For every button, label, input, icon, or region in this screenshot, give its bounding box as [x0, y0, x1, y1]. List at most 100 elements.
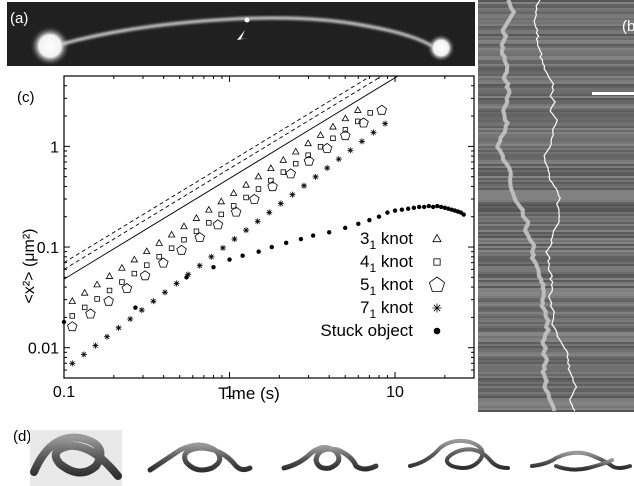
- marker-triangle: [304, 139, 312, 147]
- kymo-row: [478, 210, 634, 212]
- marker-pentagon: [303, 155, 315, 166]
- kymo-row: [478, 140, 634, 142]
- kymo-row: [478, 128, 634, 130]
- marker-square: [230, 203, 237, 209]
- marker-asterisk: [255, 218, 261, 224]
- kymo-row: [478, 258, 634, 260]
- marker-asterisk: [81, 352, 87, 357]
- marker-asterisk: [220, 245, 226, 251]
- marker-square: [156, 253, 162, 260]
- kymo-row: [478, 46, 634, 48]
- kymo-row: [478, 360, 634, 362]
- marker-square: [69, 313, 75, 319]
- marker-triangle: [279, 155, 288, 163]
- marker-triangle: [217, 197, 226, 205]
- kymo-row: [478, 94, 634, 96]
- kymo-row: [478, 10, 634, 12]
- kymo-row: [478, 336, 634, 338]
- marker-square: [81, 304, 88, 311]
- y-tick-label: 0.01: [28, 341, 59, 358]
- kymo-row: [478, 72, 634, 74]
- kymo-row: [478, 292, 634, 294]
- marker-dot: [438, 204, 444, 210]
- x-tick-label: 1: [225, 384, 234, 401]
- marker-triangle: [142, 247, 151, 255]
- kymo-row: [478, 334, 634, 336]
- knot-3-image: [281, 445, 379, 472]
- marker-triangle: [204, 205, 213, 213]
- kymo-row: [478, 170, 634, 172]
- kymo-row: [478, 346, 634, 348]
- marker-asterisk: [301, 183, 307, 189]
- marker-triangle: [242, 180, 250, 188]
- kymo-row: [478, 284, 634, 286]
- kymo-row: [478, 194, 634, 196]
- kymo-row: [478, 310, 634, 312]
- marker-dot: [356, 221, 361, 227]
- kymo-row: [478, 244, 634, 246]
- marker-dot: [269, 244, 274, 250]
- kymo-row: [478, 368, 634, 370]
- kymo-row: [478, 76, 634, 78]
- kymo-row: [478, 312, 634, 314]
- kymo-trace: [533, 0, 578, 412]
- kymo-row: [478, 308, 634, 310]
- kymo-row: [478, 196, 634, 198]
- kymo-row: [478, 8, 634, 10]
- kymo-row: [478, 356, 634, 358]
- marker-pentagon: [230, 206, 242, 217]
- kymo-row: [478, 190, 634, 192]
- marker-dot: [399, 207, 405, 212]
- kymo-row: [478, 0, 634, 2]
- kymo-row: [478, 300, 634, 302]
- dna-strand: [61, 16, 433, 48]
- legend-label: 71 knot: [360, 298, 413, 321]
- marker-triangle: [254, 172, 263, 180]
- kymo-row: [478, 246, 634, 248]
- kymo-row: [478, 88, 634, 90]
- marker-square: [94, 296, 100, 302]
- fit-line: [64, 76, 372, 264]
- legend-label: 31 knot: [360, 229, 413, 252]
- y-tick-label: 1: [50, 139, 59, 156]
- kymo-row: [478, 222, 634, 224]
- kymo-row: [478, 52, 634, 54]
- legend-label: 51 knot: [360, 275, 413, 298]
- kymo-row: [478, 160, 634, 162]
- kymo-row: [478, 42, 634, 44]
- kymo-row: [478, 214, 634, 216]
- kymo-row: [478, 396, 634, 398]
- kymo-row: [478, 156, 634, 158]
- kymo-row: [478, 166, 634, 168]
- kymo-row: [478, 320, 634, 322]
- marker-asterisk: [382, 121, 388, 127]
- kymo-row: [478, 374, 634, 376]
- marker-asterisk: [313, 174, 318, 180]
- scale-bar: [592, 92, 634, 95]
- marker-asterisk: [347, 147, 353, 153]
- kymo-row: [478, 362, 634, 364]
- marker-pentagon: [285, 168, 296, 179]
- marker-asterisk: [266, 210, 272, 215]
- kymo-row: [478, 48, 634, 50]
- kymo-row: [478, 390, 634, 392]
- kymo-row: [478, 106, 634, 108]
- marker-square: [206, 220, 212, 226]
- marker-asterisk: [359, 138, 365, 144]
- kymo-row: [478, 280, 634, 282]
- knot-5-image: [530, 450, 632, 472]
- kymo-row: [478, 352, 634, 354]
- kymo-row: [478, 262, 634, 264]
- marker-triangle: [130, 255, 139, 263]
- marker-dot: [392, 208, 398, 213]
- marker-triangle: [353, 106, 362, 113]
- kymo-row: [478, 376, 634, 378]
- kymo-row: [478, 152, 634, 154]
- panel-d-knots: [30, 430, 632, 486]
- kymo-row: [478, 150, 634, 152]
- kymo-row: [478, 2, 634, 4]
- marker-pentagon: [376, 104, 387, 115]
- data-markers: [61, 104, 466, 367]
- kymo-row: [478, 332, 634, 334]
- kymo-row: [478, 126, 634, 128]
